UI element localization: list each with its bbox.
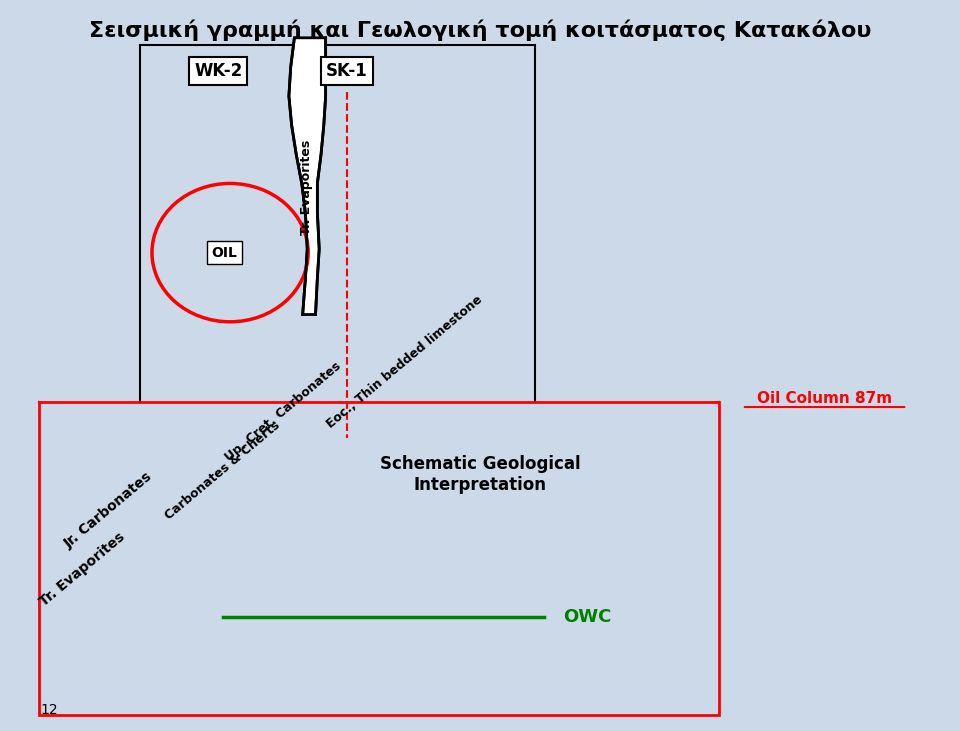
Text: Jr. Carbonates: Jr. Carbonates — [62, 470, 156, 551]
Polygon shape — [289, 38, 325, 314]
Text: Oil Column 87m: Oil Column 87m — [757, 391, 892, 406]
Text: OIL: OIL — [211, 246, 237, 260]
Bar — [140, 45, 535, 439]
Text: 12: 12 — [40, 702, 59, 716]
Text: Tr. Evaporites: Tr. Evaporites — [37, 530, 128, 610]
Text: OWC: OWC — [563, 607, 612, 626]
Bar — [39, 402, 719, 715]
Text: Up. Cret. Carbonates: Up. Cret. Carbonates — [223, 360, 344, 463]
Text: Schematic Geological
Interpretation: Schematic Geological Interpretation — [380, 455, 580, 494]
Text: Carbonates & Cherts: Carbonates & Cherts — [163, 418, 283, 522]
Text: Eoc., Thin bedded limestone: Eoc., Thin bedded limestone — [324, 293, 485, 431]
Text: WK-2: WK-2 — [194, 61, 242, 80]
Text: Tr. Evaporites: Tr. Evaporites — [300, 140, 313, 235]
Text: SK-1: SK-1 — [325, 61, 368, 80]
Text: Σεισμική γραμμή και Γεωλογική τομή κοιτάσματος Κατακόλου: Σεισμική γραμμή και Γεωλογική τομή κοιτά… — [89, 20, 871, 41]
